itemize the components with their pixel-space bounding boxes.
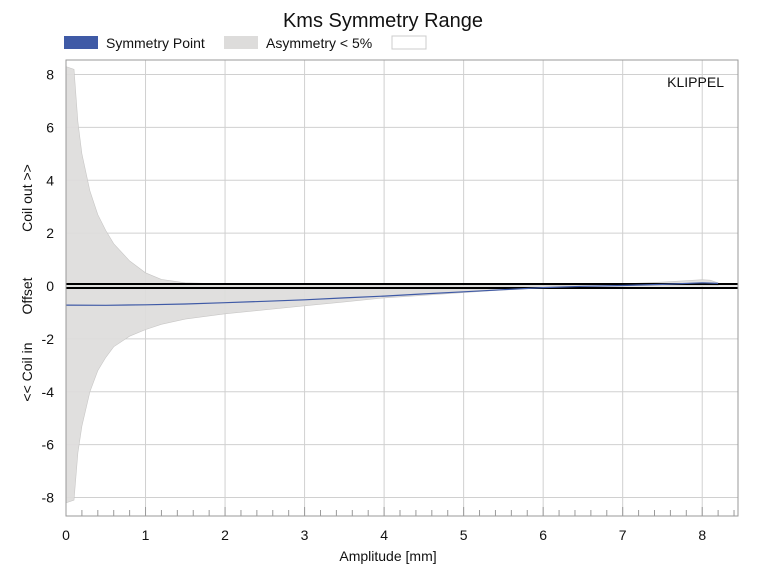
y-tick-label-7: 6 [46, 119, 54, 135]
legend-label-1: Asymmetry < 5% [266, 35, 372, 51]
x-tick-label-1: 1 [142, 527, 150, 543]
y-tick-label-2: -4 [42, 384, 55, 400]
y-tick-label-5: 2 [46, 225, 54, 241]
y-tick-label-4: 0 [46, 278, 54, 294]
x-tick-label-5: 5 [460, 527, 468, 543]
legend-swatch-1 [224, 36, 258, 49]
y-tick-label-6: 4 [46, 172, 54, 188]
chart-title: Kms Symmetry Range [283, 10, 483, 32]
y-tick-label-3: -2 [42, 331, 55, 347]
y-axis-label-part-2: Coil out >> [19, 164, 35, 232]
y-tick-label-0: -8 [42, 489, 55, 505]
x-tick-label-7: 7 [619, 527, 627, 543]
x-tick-label-6: 6 [539, 527, 547, 543]
watermark-klippel: KLIPPEL [667, 74, 724, 90]
legend-swatch-0 [64, 36, 98, 49]
plot-area: 0 1 2 3 4 5 6 7 8 -8 -6 -4 -2 0 2 4 6 8 [42, 59, 739, 543]
y-axis-label-part-0: << Coil in [19, 342, 35, 401]
legend: Symmetry Point Asymmetry < 5% [64, 35, 427, 51]
x-tick-label-3: 3 [301, 527, 309, 543]
x-tick-label-2: 2 [221, 527, 229, 543]
y-axis-label: << Coil in Offset Coil out >> [19, 164, 35, 401]
x-tick-label-0: 0 [62, 527, 70, 543]
y-axis-label-part-1: Offset [19, 277, 35, 314]
x-axis-label: Amplitude [mm] [339, 548, 436, 564]
legend-swatch-2 [391, 35, 427, 50]
series-symmetry-point-line [65, 282, 719, 306]
x-tick-label-8: 8 [698, 527, 706, 543]
y-tick-label-1: -6 [42, 437, 55, 453]
y-tick-label-8: 8 [46, 67, 54, 83]
x-tick-label-4: 4 [380, 527, 388, 543]
plot-frame [65, 59, 739, 517]
legend-label-0: Symmetry Point [106, 35, 205, 51]
